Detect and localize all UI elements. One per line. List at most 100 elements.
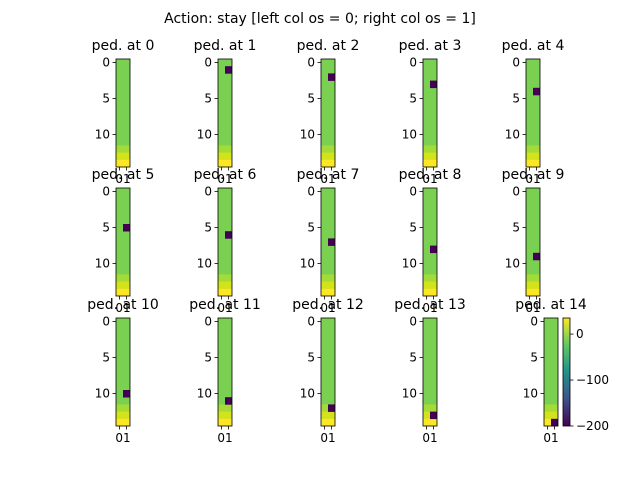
y-tick-label: 5 xyxy=(102,92,110,106)
y-tick-label: 5 xyxy=(512,92,520,106)
panel-title: ped. at 10 xyxy=(87,297,159,313)
y-tick-label: 0 xyxy=(409,56,417,70)
heatmap-cell-goal-row xyxy=(423,404,437,412)
panel-title: ped. at 11 xyxy=(189,297,261,313)
y-tick-label: 10 xyxy=(95,387,110,401)
y-tick-label: 5 xyxy=(307,92,315,106)
y-tick-label: 10 xyxy=(402,387,417,401)
heatmap-cell-background xyxy=(116,59,130,167)
heatmap-cell-background xyxy=(218,59,232,167)
x-tick-label: 01 xyxy=(525,301,540,315)
panel-title: ped. at 1 xyxy=(194,38,257,54)
heatmap-cell-goal-row xyxy=(218,145,232,153)
y-tick-label: 5 xyxy=(204,221,212,235)
y-tick-label: 0 xyxy=(512,185,520,199)
heatmap-cell-goal-row xyxy=(218,159,232,168)
panel-title: ped. at 13 xyxy=(394,297,466,313)
y-tick-label: 5 xyxy=(102,351,110,365)
heatmap-cell-goal-row xyxy=(526,274,540,282)
x-tick-label: 01 xyxy=(115,301,130,315)
panel-frame xyxy=(422,187,438,297)
heatmap-cell-pedestrian xyxy=(123,390,130,398)
heatmap-cell-pedestrian xyxy=(328,404,335,412)
y-tick-label: 10 xyxy=(300,257,315,271)
figure-suptitle: Action: stay [left col os = 0; right col… xyxy=(164,11,476,27)
heatmap-cell-goal-row xyxy=(423,145,437,153)
heatmap-cell-pedestrian xyxy=(328,73,335,81)
heatmap-cell-goal-row xyxy=(423,418,437,427)
heatmap-cell-pedestrian xyxy=(225,231,232,239)
panel-frame xyxy=(543,317,559,427)
y-tick-label: 10 xyxy=(402,128,417,142)
y-tick-label: 10 xyxy=(523,387,538,401)
y-tick-label: 0 xyxy=(530,315,538,329)
heatmap-cell-pedestrian xyxy=(328,238,335,246)
x-tick-label: 01 xyxy=(422,431,437,445)
y-tick-label: 10 xyxy=(505,257,520,271)
y-tick-label: 0 xyxy=(307,185,315,199)
heatmap-cell-goal-row xyxy=(218,404,232,412)
heatmap-cell-goal-row xyxy=(116,159,130,168)
heatmap-cell-goal-row xyxy=(544,411,558,420)
y-tick-label: 5 xyxy=(530,351,538,365)
heatmap-cell-pedestrian xyxy=(430,80,437,89)
colorbar-bar xyxy=(562,317,571,427)
y-tick-label: 0 xyxy=(204,185,212,199)
y-tick-label: 10 xyxy=(402,257,417,271)
heatmap-cell-goal-row xyxy=(321,418,335,427)
y-tick-label: 5 xyxy=(307,221,315,235)
heatmap-cell-goal-row xyxy=(116,274,130,282)
heatmap-cell-goal-row xyxy=(116,288,130,297)
y-tick-label: 0 xyxy=(102,56,110,70)
heatmap-cell-goal-row xyxy=(116,418,130,427)
panel-title: ped. at 7 xyxy=(297,167,360,183)
panel-title: ped. at 8 xyxy=(399,167,462,183)
y-tick-label: 0 xyxy=(409,315,417,329)
x-tick-label: 01 xyxy=(217,431,232,445)
heatmap-cell-goal-row xyxy=(423,152,437,161)
heatmap-cell-pedestrian xyxy=(551,418,558,427)
y-tick-label: 5 xyxy=(512,221,520,235)
x-tick-label: 01 xyxy=(320,431,335,445)
heatmap-cell-goal-row xyxy=(526,152,540,161)
heatmap-cell-background xyxy=(526,59,540,167)
y-tick-label: 0 xyxy=(307,56,315,70)
x-tick-label: 01 xyxy=(422,301,437,315)
y-tick-label: 0 xyxy=(204,56,212,70)
heatmap-cell-background xyxy=(116,318,130,426)
y-tick-label: 5 xyxy=(102,221,110,235)
y-tick-label: 0 xyxy=(204,315,212,329)
heatmap-cell-goal-row xyxy=(116,411,130,420)
y-tick-label: 5 xyxy=(409,92,417,106)
heatmap-cell-goal-row xyxy=(218,288,232,297)
y-tick-label: 0 xyxy=(409,185,417,199)
heatmap-cell-goal-row xyxy=(423,159,437,168)
heatmap-cell-goal-row xyxy=(544,404,558,412)
heatmap-cell-goal-row xyxy=(321,288,335,297)
heatmap-cell-goal-row xyxy=(218,418,232,427)
panel-frame xyxy=(115,58,131,168)
colorbar-tick-label: −200 xyxy=(576,419,609,433)
y-tick-label: 10 xyxy=(197,387,212,401)
heatmap-cell-goal-row xyxy=(526,159,540,168)
heatmap-cell-goal-row xyxy=(321,281,335,290)
heatmap-cell-pedestrian xyxy=(123,224,130,232)
heatmap-cell-pedestrian xyxy=(225,397,232,405)
heatmap-panel: 0 5 10 01 ped. at 1 xyxy=(194,38,257,186)
x-tick-label: 01 xyxy=(543,431,558,445)
x-tick-label: 01 xyxy=(320,172,335,186)
panel-frame xyxy=(525,58,541,168)
heatmap-cell-background xyxy=(526,188,540,296)
heatmap-cell-pedestrian xyxy=(430,245,437,254)
heatmap-cell-goal-row xyxy=(116,145,130,153)
y-tick-label: 5 xyxy=(204,351,212,365)
panel-frame xyxy=(320,187,336,297)
heatmap-cell-background xyxy=(321,318,335,426)
colorbar-tick-label: 0 xyxy=(576,327,584,341)
heatmap-cell-goal-row xyxy=(423,281,437,290)
